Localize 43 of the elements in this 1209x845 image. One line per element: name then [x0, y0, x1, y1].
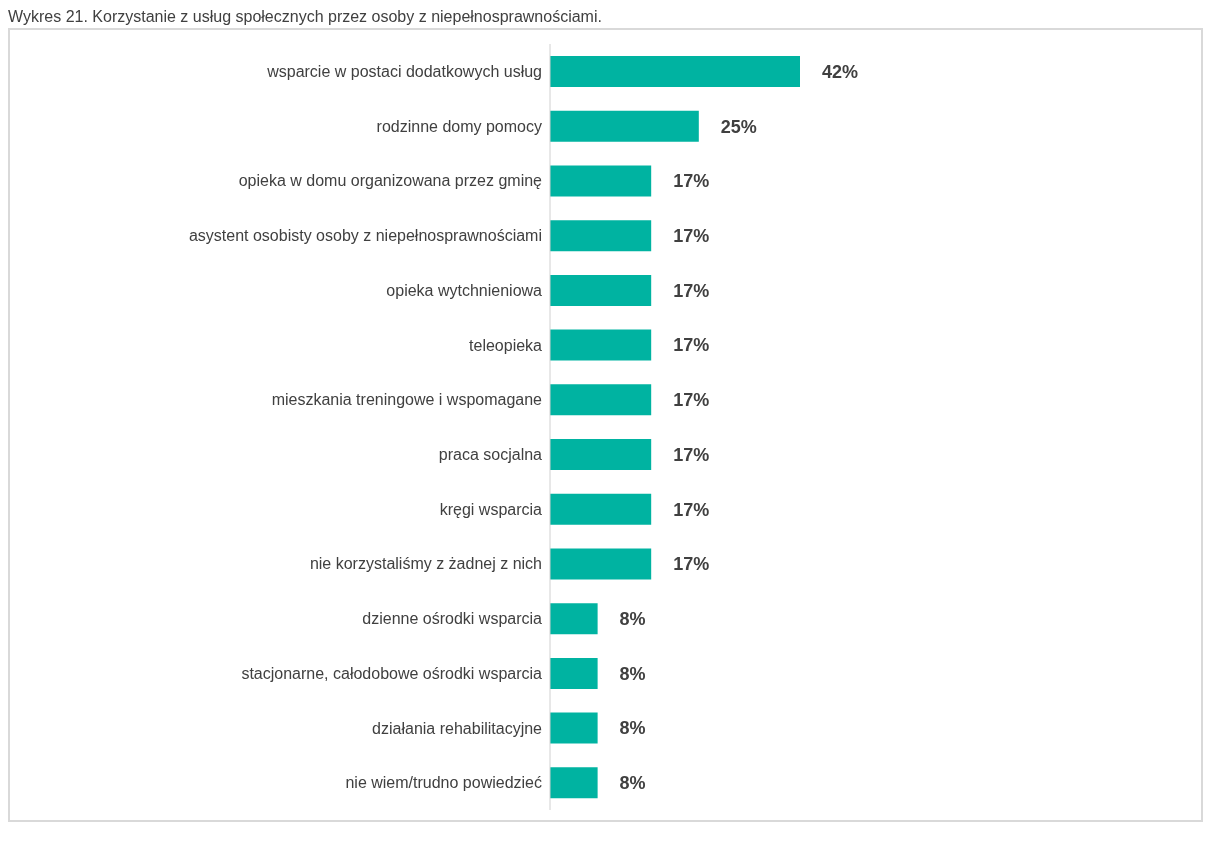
data-label: 17% [673, 499, 710, 520]
y-tick-label: stacjonarne, całodobowe ośrodki wsparcia [241, 664, 543, 682]
bar [550, 56, 800, 88]
data-label: 17% [673, 554, 710, 575]
y-tick-label: praca socjalna [438, 446, 543, 464]
data-label: 17% [673, 226, 710, 247]
data-label: 17% [673, 390, 710, 411]
bar [550, 220, 652, 252]
bar [550, 767, 598, 799]
y-tick-label: wsparcie w postaci dodatkowych usług [266, 63, 542, 81]
data-label: 8% [619, 773, 646, 794]
y-tick-label: asystent osobisty osoby z niepełnosprawnościami [188, 227, 542, 245]
y-tick-label: opieka w domu organizowana przez gminę [238, 172, 543, 190]
y-tick-label: teleopieka [469, 336, 543, 354]
bar [550, 439, 652, 471]
bar [550, 384, 652, 416]
y-tick-label: nie wiem/trudno powiedzieć [345, 774, 542, 792]
bar [550, 165, 652, 197]
data-label: 17% [673, 280, 710, 301]
y-tick-label: opieka wytchnieniowa [386, 281, 543, 299]
bar [550, 603, 598, 635]
bar [550, 493, 652, 525]
data-label: 8% [619, 663, 646, 684]
data-label: 25% [720, 116, 757, 137]
data-label: 17% [673, 335, 710, 356]
bar [550, 110, 699, 142]
data-label: 8% [619, 609, 646, 630]
y-tick-label: kręgi wsparcia [439, 500, 543, 518]
data-label: 17% [673, 171, 710, 192]
y-tick-label: nie korzystaliśmy z żadnej z nich [309, 555, 542, 573]
data-label: 17% [673, 444, 710, 465]
data-label: 8% [619, 718, 646, 739]
y-tick-label: dzienne ośrodki wsparcia [362, 610, 543, 628]
y-tick-label: mieszkania treningowe i wspomagane [271, 391, 543, 409]
y-tick-label: rodzinne domy pomocy [376, 117, 542, 135]
y-tick-label: działania rehabilitacyjne [372, 719, 543, 737]
bar [550, 274, 652, 306]
bar [550, 712, 598, 744]
bar [550, 657, 598, 689]
bar [550, 548, 652, 580]
bar [550, 329, 652, 361]
data-label: 42% [822, 61, 859, 82]
text: Wykres 21. Korzystanie z usług społecznych przez osoby z niepełnosprawnościami. [8, 8, 603, 26]
